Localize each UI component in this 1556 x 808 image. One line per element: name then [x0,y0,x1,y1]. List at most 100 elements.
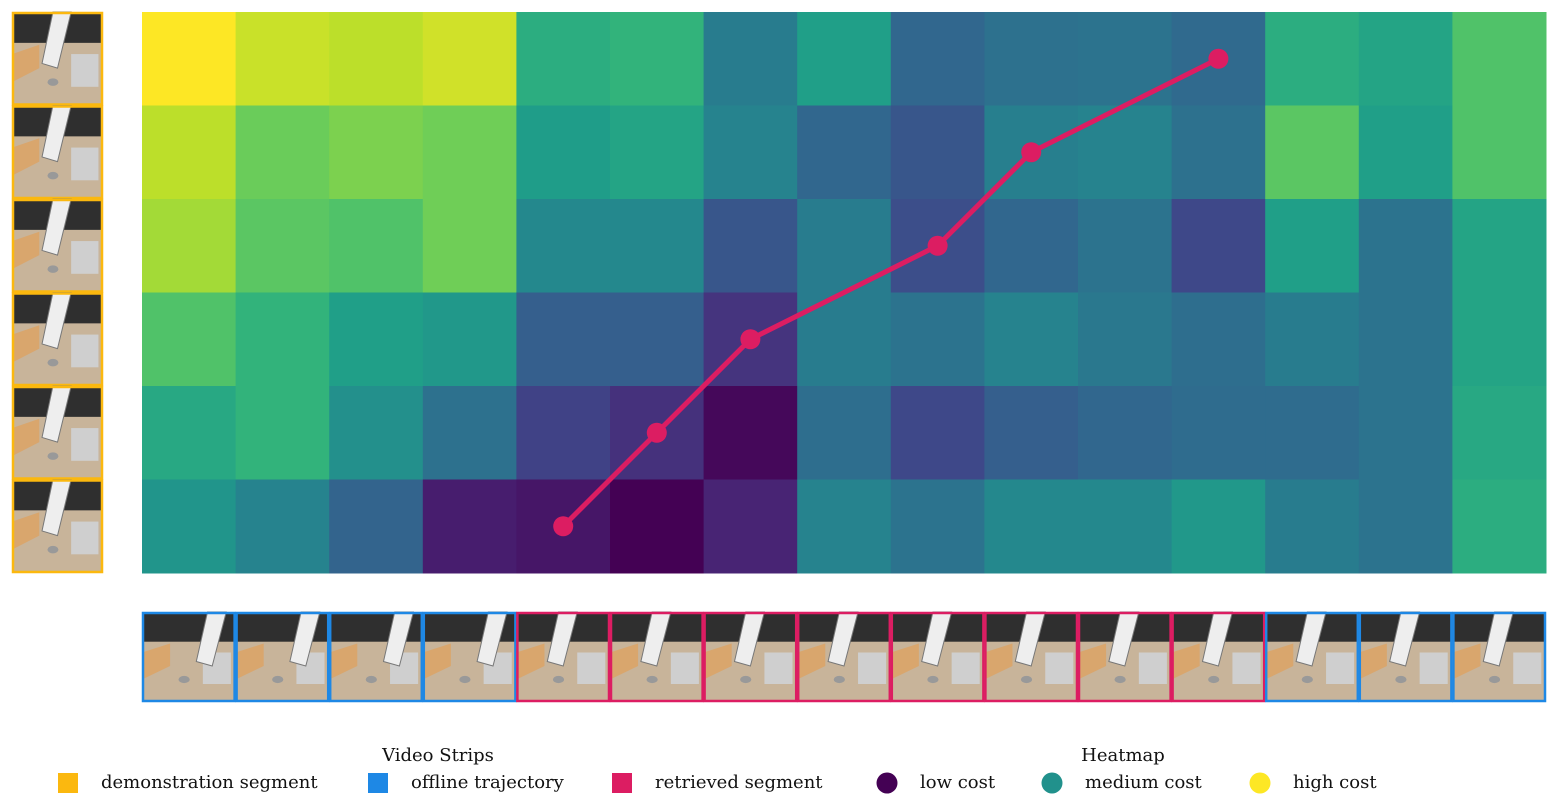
heat-cell [1358,386,1453,480]
video-frame [1171,611,1266,703]
frame-border [422,611,517,703]
heat-cell [984,292,1079,387]
frame-drawer [1326,652,1355,684]
path-point [740,329,761,350]
heat-cell [703,479,798,574]
frame-border [1171,611,1266,703]
frame-box [12,44,40,83]
frame-drawer [951,652,980,684]
frame-bowl [1020,675,1033,684]
heat-cell [1452,386,1547,480]
video-frame [422,611,517,703]
retrieval-path [561,56,1220,529]
heat-cell [984,12,1079,106]
heat-cell [235,479,330,574]
frame-bowl [47,265,59,273]
frame-bowl [47,545,59,554]
legend-label: high cost [1293,772,1377,793]
frame-bowl [1488,675,1501,684]
frame-box [1358,643,1387,680]
frame-border [890,611,985,703]
video-frame [796,611,892,703]
heat-cell [1452,292,1547,387]
video-frame [235,611,330,703]
heat-cell [1358,105,1453,200]
frame-box [1171,643,1200,680]
frame-drawer [71,334,99,368]
heat-cell [797,199,892,293]
video-frame [1358,611,1453,703]
legend-title: Heatmap [1081,745,1165,766]
video-frame [1264,611,1360,703]
heat-cell [1358,12,1453,106]
frame-box [235,643,264,680]
heat-cell [516,12,611,106]
video-frame [890,611,985,703]
video-frame [11,11,104,106]
legend-label: offline trajectory [411,772,565,793]
heat-cell [1358,292,1453,387]
frame-bowl [459,675,471,684]
frame-bowl [646,675,658,684]
frame-box [1265,643,1294,680]
frame-box [797,643,826,680]
frame-border [1358,611,1453,703]
heat-cell [703,199,798,293]
frame-box [12,231,40,270]
frame-drawer [71,521,99,555]
heat-cell [235,12,330,106]
heat-cell [422,199,517,293]
frame-box [703,643,732,680]
frame-border [609,611,704,703]
video-strips [11,11,1547,703]
heat-cell [797,386,892,480]
heat-cell [984,479,1079,574]
legend-swatch [612,773,632,793]
frame-box [12,325,40,363]
frame-box [610,643,639,680]
heat-cell [235,292,330,387]
heat-cell [516,105,611,200]
frame-drawer [71,147,99,181]
frame-drawer [670,652,699,684]
video-frame [141,611,236,703]
video-frame [1452,611,1547,703]
heat-cell [235,386,330,480]
heat-cell [610,479,705,574]
heat-cell [142,105,237,200]
frame-box [1452,643,1481,680]
heat-cell [422,479,517,574]
heat-cell [890,105,985,200]
heat-cell [1171,479,1266,574]
frame-drawer [71,54,99,87]
heat-cell [422,105,517,200]
frame-box [1078,643,1107,680]
heat-cell [797,479,892,574]
heat-cell [142,12,237,106]
heat-cell [516,292,611,387]
heat-cell [890,479,985,574]
frame-drawer [858,652,887,684]
heat-cell [703,386,798,480]
video-frame [609,611,704,703]
video-frame [984,611,1079,703]
legend-label: low cost [920,772,996,793]
frame-box [422,643,451,680]
heat-cell [516,386,611,480]
frame-box [516,643,545,680]
heat-cell [1265,292,1360,387]
frame-border [328,611,424,703]
frame-bowl [1395,675,1407,684]
frame-bowl [47,78,59,86]
frame-drawer [577,652,606,684]
frame-border [235,611,330,703]
frame-border [1264,611,1360,703]
legend-swatch [876,772,898,794]
frame-drawer [1419,652,1448,684]
frame-border [516,611,611,703]
heat-cell [1358,479,1453,574]
frame-border [11,479,104,574]
frame-drawer [1138,652,1167,684]
frame-border [11,11,104,106]
